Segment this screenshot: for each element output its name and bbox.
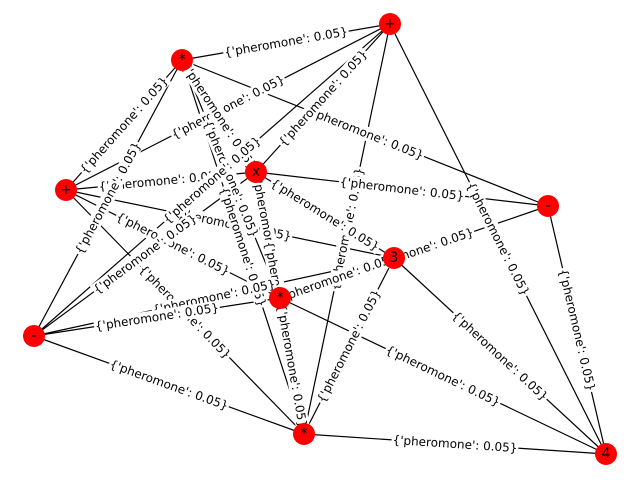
node-label: x bbox=[252, 164, 260, 180]
node-n9: 4 bbox=[595, 443, 617, 465]
edge-label: {'pheromone': 0.05} bbox=[556, 268, 598, 393]
node-n5: 3 bbox=[383, 247, 405, 269]
node-label: + bbox=[60, 182, 72, 198]
node-label: + bbox=[384, 16, 396, 32]
edge-label: {'pheromone': 0.05} bbox=[108, 357, 230, 413]
edge-label-group: {'pheromone': 0.05} bbox=[556, 267, 599, 394]
edge-label-group: {'pheromone': 0.05} bbox=[391, 433, 519, 455]
edge-label: {'pheromone': 0.05} bbox=[274, 303, 310, 429]
edge-label: {'pheromone': 0.05} bbox=[314, 287, 383, 405]
edge-labels-layer: {'pheromone': 0.05}{'pheromone': 0.05}{'… bbox=[72, 24, 598, 455]
edge-label-group: {'pheromone': 0.05} bbox=[274, 302, 310, 430]
edge-label-group: {'pheromone': 0.05} bbox=[303, 103, 426, 163]
edge-label: {'pheromone': 0.05} bbox=[384, 343, 503, 410]
node-label: - bbox=[545, 198, 550, 214]
edge-label: {'pheromone': 0.05} bbox=[464, 180, 533, 298]
edge-label-group: {'pheromone': 0.05} bbox=[383, 342, 504, 409]
node-n8: * bbox=[293, 423, 315, 445]
node-n4: - bbox=[537, 195, 559, 217]
edge-label-group: {'pheromone': 0.05} bbox=[107, 357, 231, 414]
node-n7: - bbox=[23, 325, 45, 347]
node-n6: * bbox=[269, 287, 291, 309]
node-label: * bbox=[301, 426, 308, 442]
node-n1: * bbox=[171, 49, 193, 71]
node-label: 3 bbox=[390, 250, 399, 266]
edge-label-group: {'pheromone': 0.05} bbox=[463, 179, 533, 299]
node-n2: + bbox=[379, 13, 401, 35]
edge-label: {'pheromone': 0.05} bbox=[304, 103, 425, 162]
node-label: * bbox=[179, 52, 186, 68]
edge-label-group: {'pheromone': 0.05} bbox=[314, 286, 384, 406]
node-n0: + bbox=[55, 179, 77, 201]
node-label: - bbox=[31, 328, 36, 344]
node-n3: x bbox=[245, 161, 267, 183]
edge-label: {'pheromone': 0.05} bbox=[392, 433, 518, 455]
node-label: * bbox=[277, 290, 284, 306]
node-label: 4 bbox=[602, 446, 611, 462]
